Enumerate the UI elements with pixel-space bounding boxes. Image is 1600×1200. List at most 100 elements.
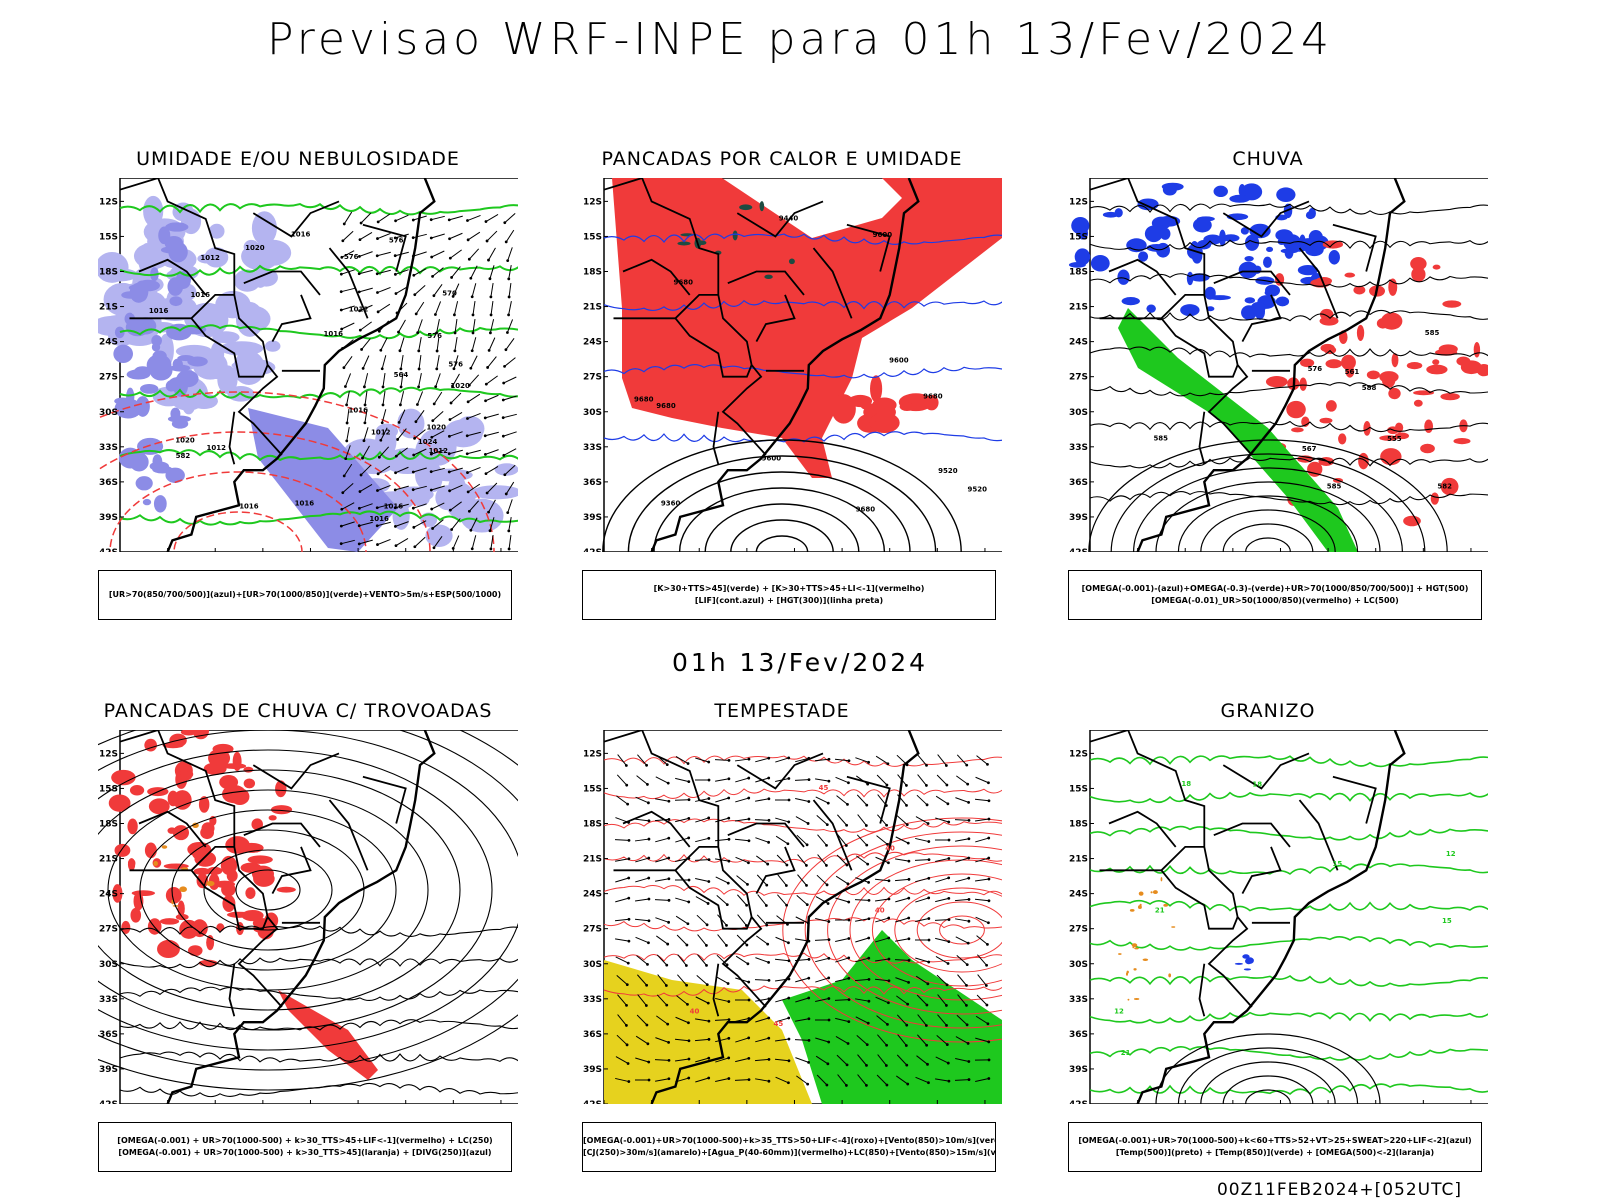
wind-vector — [974, 798, 990, 802]
wind-vector — [469, 276, 473, 280]
wind-vector — [805, 864, 808, 867]
contour-label: 585 — [1327, 482, 1342, 490]
wind-vector — [503, 395, 517, 401]
wind-vector — [394, 454, 398, 458]
wind-vector — [636, 1014, 648, 1026]
omega-red-area — [1315, 277, 1332, 285]
omega-red-area — [1440, 392, 1460, 401]
wind-vector — [825, 823, 829, 826]
wind-vector — [925, 1003, 929, 1007]
hgt300-contour — [602, 439, 962, 552]
omega-blue-area — [1264, 290, 1273, 296]
wind-vector — [412, 453, 416, 457]
wind-vector — [433, 391, 443, 405]
omega500-area — [1163, 903, 1169, 907]
wind-vector — [466, 490, 470, 494]
country-border — [1108, 258, 1177, 296]
wind-vector — [393, 254, 397, 258]
wind-vector — [955, 877, 969, 883]
wind-vector — [957, 974, 967, 986]
wind-vector — [436, 319, 440, 333]
wind-vector — [375, 254, 379, 258]
wind-vector — [875, 917, 889, 923]
lc250-streamline — [171, 829, 365, 951]
lc250-streamline — [119, 1082, 518, 1098]
wind-vector — [376, 220, 380, 224]
omega-red-area — [1391, 353, 1399, 368]
country-border — [252, 200, 340, 238]
hgt500-contour — [1110, 453, 1426, 552]
wind-vector — [907, 916, 911, 920]
wind-vector — [626, 802, 630, 806]
wind-vector — [707, 797, 711, 800]
wind-vector — [806, 1082, 810, 1086]
wind-vector — [507, 499, 513, 513]
wind-vector — [987, 817, 991, 821]
legend-line: [CJ(250)>30m/s](amarelo)+[Agua_P(40-60mm… — [583, 1148, 995, 1157]
wind-vector — [847, 759, 851, 763]
legend-box: [OMEGA(-0.001)+UR>70(1000-500)+k<60+TTS>… — [1068, 1122, 1482, 1172]
wind-vector — [956, 775, 968, 785]
wind-vector — [874, 978, 890, 982]
wind-vector — [647, 876, 651, 880]
lat-label: 21S — [583, 855, 602, 865]
wind-vector — [885, 823, 889, 827]
hgt300-contour — [627, 455, 937, 552]
wind-vector — [896, 995, 908, 1005]
omega-blue-area — [1263, 256, 1272, 268]
hgt500-streamline — [1089, 239, 1488, 251]
country-border — [271, 846, 312, 895]
wind-vector — [358, 254, 361, 258]
wind-vector — [795, 816, 809, 824]
wind-vector — [987, 856, 991, 860]
lat-label: 18S — [99, 820, 118, 830]
wind-vector — [897, 1034, 907, 1046]
wind-vector — [375, 506, 379, 510]
wind-vector — [727, 1077, 731, 1080]
wind-vector — [344, 385, 347, 388]
temp500-contour — [1200, 1061, 1336, 1104]
wind-vector — [916, 994, 928, 1006]
wind-vector — [935, 858, 949, 862]
temp500-contour — [1222, 1075, 1314, 1104]
omega-red-area — [1438, 344, 1458, 354]
wind-vector — [927, 840, 931, 843]
wind-vector — [896, 1014, 908, 1026]
instability-area — [870, 375, 883, 403]
contour-label: 564 — [394, 371, 409, 379]
main-title: Previsao WRF-INPE para 01h 13/Fev/2024 — [267, 14, 1333, 65]
wind-vector — [795, 977, 809, 983]
lc250-streamline — [98, 730, 518, 1071]
wind-vector — [339, 272, 343, 276]
wind-vector — [835, 1036, 849, 1044]
wind-vector — [626, 1062, 630, 1065]
wind-vector — [794, 779, 810, 781]
wind-vector — [429, 452, 433, 456]
wind-vector — [360, 212, 372, 224]
wind-vector — [956, 1014, 968, 1026]
wind-vector — [343, 211, 353, 225]
wind-vector — [707, 880, 711, 883]
wind-vector — [855, 957, 869, 963]
wind-vector — [635, 936, 649, 944]
wind-vector — [876, 835, 888, 845]
wind-vector — [887, 936, 891, 940]
wind-vector — [954, 898, 970, 902]
wind-vector — [363, 385, 366, 389]
wind-vector — [735, 856, 749, 864]
wind-vector — [503, 376, 517, 384]
wind-vector — [835, 938, 849, 942]
wind-vector — [687, 1057, 691, 1061]
hail-area — [1243, 968, 1252, 971]
wind-vector — [502, 453, 506, 457]
omega-blue-area — [1244, 297, 1256, 304]
coastline — [650, 178, 920, 552]
wind-vector — [725, 944, 728, 947]
wind-vector — [767, 756, 771, 760]
wind-vector — [345, 445, 351, 459]
wind-vector — [715, 858, 729, 862]
wind-vector — [506, 319, 514, 333]
wind-vector — [714, 1019, 730, 1021]
wind-vector — [436, 336, 440, 352]
omega-red-area — [1381, 312, 1403, 330]
